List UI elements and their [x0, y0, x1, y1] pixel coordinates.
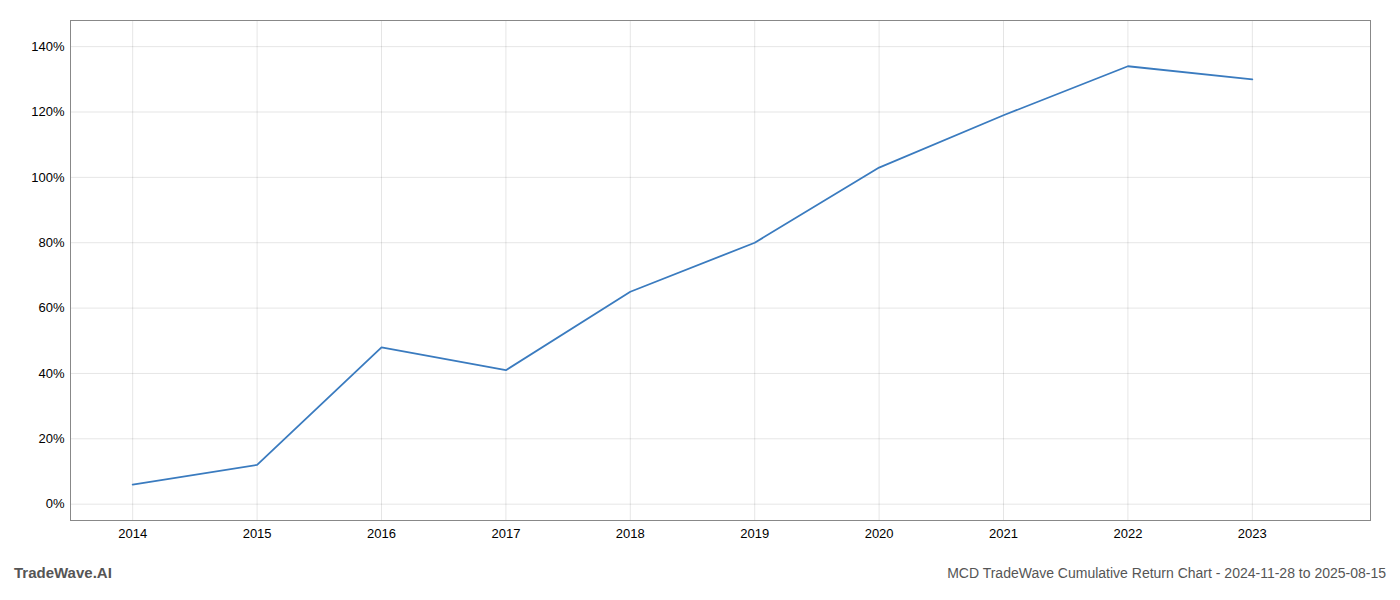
html-text:TradeWave.AI: TradeWave.AI	[14, 564, 112, 581]
svg-text:20%: 20%	[38, 431, 64, 446]
svg-text:140%: 140%	[31, 39, 65, 54]
svg-text:80%: 80%	[38, 235, 64, 250]
svg-text:2023: 2023	[1238, 526, 1267, 541]
svg-text:2021: 2021	[989, 526, 1018, 541]
svg-text:0%: 0%	[46, 496, 65, 511]
svg-text:60%: 60%	[38, 300, 64, 315]
svg-text:2016: 2016	[367, 526, 396, 541]
svg-text:120%: 120%	[31, 104, 65, 119]
svg-text:2017: 2017	[491, 526, 520, 541]
svg-text:2019: 2019	[740, 526, 769, 541]
svg-text:100%: 100%	[31, 170, 65, 185]
svg-text:40%: 40%	[38, 366, 64, 381]
svg-text:2014: 2014	[118, 526, 147, 541]
svg-text:2022: 2022	[1113, 526, 1142, 541]
html-text:MCD TradeWave Cumulative Retur: MCD TradeWave Cumulative Return Chart - …	[947, 565, 1386, 581]
svg-text:2020: 2020	[865, 526, 894, 541]
svg-text:2015: 2015	[243, 526, 272, 541]
svg-text:2018: 2018	[616, 526, 645, 541]
